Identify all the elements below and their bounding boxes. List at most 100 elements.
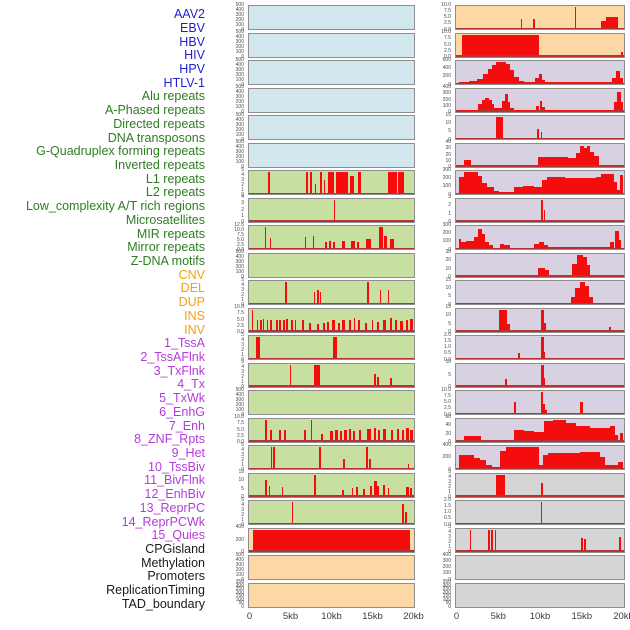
track-panel-a-phased-repeats	[248, 197, 415, 223]
y-tick-label: 500	[235, 139, 244, 145]
data-bar	[596, 177, 602, 193]
data-bar	[541, 392, 544, 413]
y-tick-label: 7.5	[237, 420, 244, 427]
y-tick-label: 5	[448, 128, 451, 135]
data-bar	[406, 486, 409, 496]
data-bar	[348, 428, 351, 441]
data-bar	[317, 324, 320, 331]
data-bar	[507, 102, 511, 111]
y-tick-label: 350	[442, 579, 451, 585]
data-bar	[541, 482, 543, 496]
data-bar	[310, 172, 312, 193]
track-label-dna-transposons: DNA transposons	[107, 130, 205, 145]
data-bar	[256, 319, 259, 331]
data-bar	[496, 62, 507, 83]
data-bar	[613, 102, 618, 111]
data-bar	[313, 474, 316, 496]
data-bar	[309, 322, 311, 331]
track-label-5-txwk: 5_TxWk	[159, 391, 205, 406]
y-tick-label: 3	[241, 506, 244, 513]
data-bar	[407, 463, 410, 468]
data-bar	[319, 292, 321, 303]
data-bar	[587, 264, 591, 276]
data-bar	[313, 291, 316, 303]
track-label-hpv: HPV	[179, 61, 205, 76]
data-bar	[485, 97, 489, 111]
data-bar	[491, 104, 495, 111]
data-bar	[404, 512, 407, 523]
data-bar	[617, 91, 621, 111]
y-tick-label: 400	[235, 556, 244, 563]
data-bar	[547, 176, 565, 193]
y-tick-label: 12.5	[234, 221, 244, 228]
y-tick-label: 500	[235, 56, 244, 63]
x-tick-label: 0	[246, 611, 253, 622]
data-bar	[461, 241, 466, 248]
track-panel-l2-repeats	[248, 362, 415, 388]
y-tick-label: 30	[445, 249, 451, 255]
data-bar	[379, 227, 384, 248]
track-label-3-txflnk: 3_TxFlnk	[153, 363, 205, 378]
data-bar	[349, 176, 354, 193]
track-panel-hiv	[248, 87, 415, 113]
data-bar	[294, 319, 297, 331]
y-tick-label: 0	[241, 164, 244, 170]
y-tick-label: 0.5	[444, 515, 451, 522]
y-tick-label: 1	[241, 186, 244, 193]
data-bar	[379, 290, 382, 303]
track-label-mir-repeats: MIR repeats	[136, 226, 205, 241]
track-label-8-znf-rpts: 8_ZNF_Rpts	[134, 432, 205, 447]
zero-baseline	[249, 330, 414, 332]
y-tick-label: 2	[241, 206, 244, 213]
y-tick-label: 0	[448, 549, 451, 555]
data-bar	[547, 452, 581, 468]
y-tick-label: 10.0	[441, 1, 451, 8]
y-tick-label: 200	[235, 154, 244, 160]
data-bar	[522, 185, 534, 193]
y-tick-label: 5	[241, 441, 244, 448]
data-bar	[305, 172, 308, 193]
data-bar	[499, 191, 515, 193]
data-bar	[533, 243, 539, 248]
data-bar	[367, 428, 372, 441]
data-bar	[387, 172, 397, 193]
data-bar	[571, 296, 576, 303]
track-panel-low-complexity-a-t-rich-regions	[248, 390, 415, 415]
track-panel-ins	[455, 5, 625, 30]
data-bar	[303, 429, 306, 441]
y-tick-label: 1.0	[444, 509, 451, 515]
y-tick-label: 60	[445, 414, 451, 420]
zero-baseline	[456, 467, 624, 469]
zero-baseline	[456, 302, 624, 304]
y-tick-label: 400	[235, 116, 244, 123]
data-bar	[324, 180, 326, 193]
y-tick-label: 2	[241, 511, 244, 518]
y-tick-label: 2	[241, 456, 244, 463]
y-tick-label: 0	[448, 164, 451, 170]
data-bar	[371, 319, 374, 331]
track-panel-11-bivflnk	[455, 335, 625, 360]
y-tick-label: 0	[448, 246, 451, 253]
data-bar	[327, 321, 330, 331]
data-bar	[505, 94, 508, 111]
y-tick-label: 4	[241, 281, 244, 288]
data-bar	[575, 287, 581, 303]
track-panel-1-tssa	[455, 60, 625, 85]
data-bar	[383, 428, 386, 441]
y-tick-label: 4	[241, 336, 244, 343]
y-tick-label: 5.0	[237, 316, 244, 323]
y-tick-label: 4	[448, 529, 451, 535]
data-bar	[283, 319, 285, 331]
zero-baseline	[456, 412, 624, 414]
y-tick-label: 100	[442, 596, 451, 603]
y-tick-label: 0	[448, 81, 451, 88]
zero-baseline	[249, 192, 414, 194]
data-bar	[376, 321, 379, 331]
data-bar	[620, 432, 623, 441]
data-bar	[600, 457, 606, 468]
y-tick-label: 100	[235, 596, 244, 603]
zero-baseline	[456, 192, 624, 194]
track-label-htlv-1: HTLV-1	[163, 75, 205, 90]
y-tick-label: 5	[241, 331, 244, 338]
data-bar	[537, 157, 545, 166]
